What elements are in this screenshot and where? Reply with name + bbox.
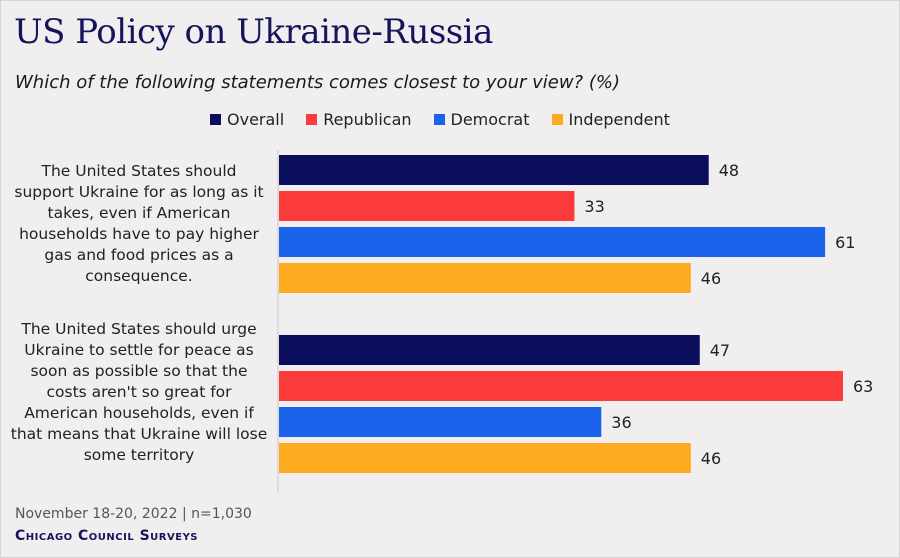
chart-subtitle: Which of the following statements comes …	[15, 72, 620, 93]
category-label-support: The United States should support Ukraine…	[14, 162, 264, 285]
data-label-q2-democrat: 36	[611, 413, 631, 432]
legend-swatch-independent	[551, 114, 563, 125]
legend-item-republican: Republican	[306, 110, 412, 129]
bars-group: 48 33 61 46 47 63 36 46	[279, 155, 873, 473]
chart-title: US Policy on Ukraine-Russia	[14, 12, 493, 52]
legend-item-independent: Independent	[551, 110, 670, 129]
data-label-q1-democrat: 61	[835, 233, 855, 252]
bar-q1-democrat	[279, 227, 826, 257]
legend: Overall Republican Democrat Independent	[210, 110, 670, 129]
legend-swatch-overall	[210, 114, 221, 125]
bar-q1-independent	[279, 263, 691, 293]
bar-q1-republican	[279, 191, 575, 221]
legend-swatch-republican	[306, 114, 318, 125]
bar-q2-republican	[279, 371, 843, 401]
bar-q2-independent	[279, 443, 691, 473]
legend-item-overall: Overall	[210, 110, 284, 129]
category-label-settle: The United States should urge Ukraine to…	[10, 320, 268, 464]
legend-item-democrat: Democrat	[433, 110, 530, 129]
data-label-q2-independent: 46	[701, 449, 721, 468]
data-label-q2-republican: 63	[853, 377, 873, 396]
legend-label-republican: Republican	[323, 110, 412, 129]
bar-q2-overall	[279, 335, 700, 365]
bar-q1-overall	[279, 155, 709, 185]
legend-label-independent: Independent	[568, 110, 670, 129]
data-label-q1-overall: 48	[719, 161, 739, 180]
legend-label-overall: Overall	[227, 110, 285, 129]
data-label-q1-independent: 46	[701, 269, 721, 288]
legend-swatch-democrat	[433, 114, 445, 125]
footer-source: Chicago Council Surveys	[15, 528, 199, 544]
bar-q2-democrat	[279, 407, 602, 437]
data-label-q2-overall: 47	[710, 341, 730, 360]
legend-label-democrat: Democrat	[450, 110, 530, 129]
data-label-q1-republican: 33	[584, 197, 604, 216]
footer-date: November 18-20, 2022 | n=1,030	[15, 506, 252, 522]
